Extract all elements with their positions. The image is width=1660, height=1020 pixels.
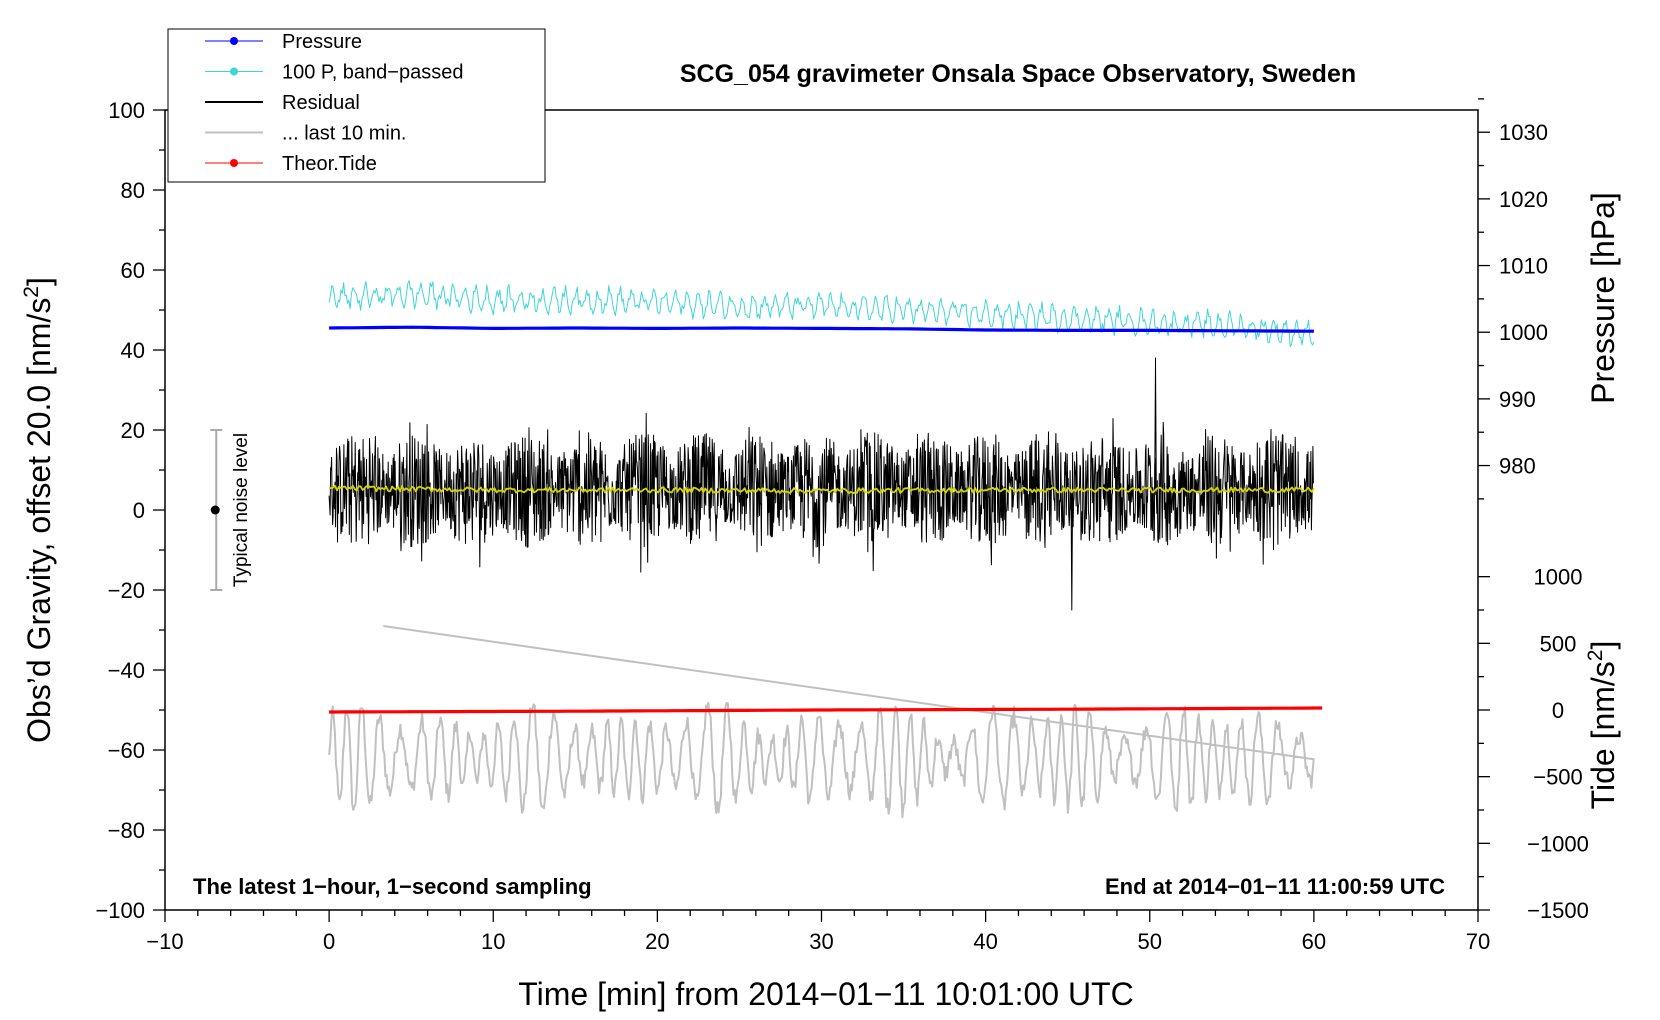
tide-tick-label: 500 [1540,631,1577,656]
legend-label: Theor.Tide [282,153,377,175]
tide-tick-label: 0 [1552,698,1564,723]
pressure-axis-label: Pressure [hPa] [1585,192,1621,404]
y-axis-label: Obs’d Gravity, offset 20.0 [nm/s2] [20,277,57,743]
tide-axis-label-main: Tide [nm/s [1585,661,1621,809]
series-last-10-min [328,625,1315,819]
noise-bar-center [210,505,220,515]
y-axis-label-tail: ] [21,277,57,286]
y-tick-label: −40 [108,658,145,683]
x-axis: −10 0 10 20 30 40 50 60 70 [146,910,1490,954]
y-tick-label: 60 [121,258,145,283]
x-tick-label: 10 [481,929,505,954]
noise-bar: Typical noise level [210,429,252,591]
x-tick-label: 30 [809,929,833,954]
y-tick-label: −20 [108,578,145,603]
y-tick-label: −80 [108,818,145,843]
series-residual-smoothed [328,484,1315,495]
x-tick-label: 40 [973,929,997,954]
x-tick-label: −10 [146,929,183,954]
series-theor-tide [329,706,1323,714]
tide-axis-label: Tide [nm/s2] [1584,641,1621,810]
tide-tick-label: 1000 [1534,565,1583,590]
x-tick-label: 60 [1302,929,1326,954]
y-axis-label-sup: 2 [20,286,43,298]
x-tick-label: 50 [1138,929,1162,954]
legend-swatch-marker [230,159,238,167]
tide-tick-label: −500 [1533,765,1583,790]
legend-label: Pressure [282,31,362,53]
tide-axis-label-sup: 2 [1584,650,1607,662]
pressure-tick-label: 990 [1499,387,1536,412]
x-tick-label: 20 [645,929,669,954]
y-tick-label: 80 [121,178,145,203]
pressure-axis: 980 990 1000 1010 1020 1030 [1478,98,1548,500]
y-axis-label-main: Obs’d Gravity, offset 20.0 [nm/s [21,298,57,743]
annotation-left: The latest 1−hour, 1−second sampling [193,874,592,899]
y-tick-label: 0 [133,498,145,523]
y-tick-label: −60 [108,738,145,763]
legend-swatch-marker [230,37,238,45]
pressure-tick-label: 980 [1499,454,1536,479]
legend-label: 100 P, band−passed [282,62,463,84]
annotation-right: End at 2014−01−11 11:00:59 UTC [1105,874,1445,899]
y-axis: −100 −80 −60 −40 −20 0 20 40 60 80 100 [95,98,165,923]
tide-tick-label: −1000 [1527,831,1589,856]
x-tick-label: 0 [323,929,335,954]
plot-lines [328,280,1323,819]
x-tick-label: 70 [1466,929,1490,954]
legend: Pressure 100 P, band−passed Residual ... la… [167,28,546,183]
tide-axis-label-tail: ] [1585,641,1621,650]
y-tick-label: −100 [95,898,145,923]
legend-swatch-marker [230,67,238,76]
tide-axis: −1500 −1000 −500 0 500 1000 [1478,565,1589,923]
legend-label: Residual [282,92,360,114]
y-tick-label: 20 [121,418,145,443]
residual-spike-max [1154,357,1157,491]
noise-bar-label: Typical noise level [231,433,252,587]
y-tick-label: 100 [108,98,145,123]
pressure-tick-label: 1020 [1499,187,1548,212]
series-residual [328,412,1314,573]
y-tick-label: 40 [121,338,145,363]
pressure-tick-label: 1010 [1499,254,1548,279]
chart-title: SCG_054 gravimeter Onsala Space Observat… [680,60,1356,88]
legend-box [167,28,546,183]
series-pressure [329,325,1314,333]
pressure-tick-label: 1000 [1499,320,1548,345]
legend-label: ... last 10 min. [282,123,407,145]
series-pressure-bandpassed [328,280,1315,347]
residual-spike-min [1070,489,1074,611]
pressure-tick-label: 1030 [1499,120,1548,145]
tide-tick-label: −1500 [1527,898,1589,923]
x-axis-label: Time [min] from 2014−01−11 10:01:00 UTC [518,976,1133,1012]
